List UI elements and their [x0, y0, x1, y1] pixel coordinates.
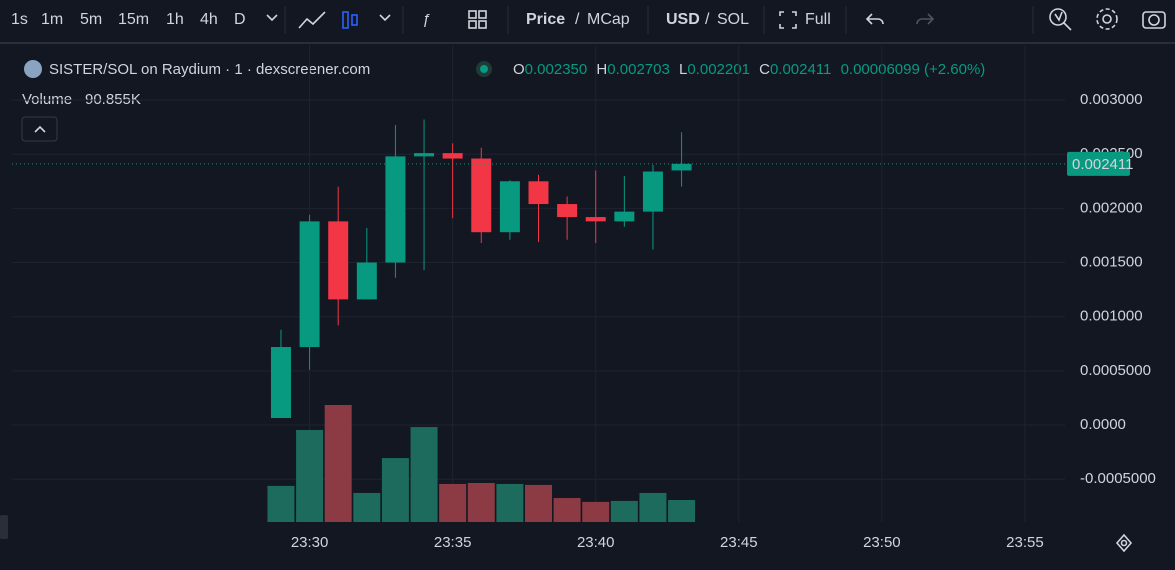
volume-bar	[381, 458, 409, 522]
high-key: H	[596, 61, 607, 78]
price-badge-label: 0.002411	[1072, 156, 1133, 173]
volume-bar	[353, 492, 381, 522]
volume-bar	[439, 483, 467, 522]
interval-button[interactable]: 4h	[200, 11, 218, 28]
candle-body	[585, 217, 606, 222]
candle-body	[471, 158, 492, 233]
close-value: 0.002411	[770, 61, 831, 78]
separator[interactable]: /	[705, 11, 710, 28]
y-tick-label: 0.001500	[1080, 254, 1143, 271]
low-key: L	[679, 61, 687, 78]
interval-button[interactable]: D	[234, 11, 246, 28]
interval-button[interactable]: 5m	[80, 11, 102, 28]
y-tick-label: 0.0000	[1080, 416, 1126, 433]
y-tick-label: 0.001000	[1080, 308, 1143, 325]
interval-button[interactable]: 1m	[41, 11, 63, 28]
mcap-toggle[interactable]: MCap	[587, 11, 630, 28]
zoom-button[interactable]	[1049, 8, 1072, 31]
high-value: 0.002703	[607, 61, 670, 78]
indicators-button[interactable]: ƒ	[422, 11, 430, 28]
candle-body	[528, 181, 549, 205]
legend-header: SISTER/SOL on Raydium · 1 · dexscreener.…	[21, 60, 985, 142]
x-tick-label: 23:35	[434, 534, 472, 551]
interval-button[interactable]: 1h	[166, 11, 184, 28]
fullscreen-icon	[779, 11, 797, 29]
candle-body	[614, 211, 635, 222]
collapse-icon	[34, 125, 46, 133]
y-tick-label: 0.002000	[1080, 199, 1143, 216]
separator[interactable]: /	[575, 11, 580, 28]
usd-toggle[interactable]: USD	[666, 11, 700, 28]
change-value: 0.00006099 (+2.60%)	[841, 61, 986, 78]
collapse-button[interactable]	[21, 116, 58, 142]
x-tick-label: 23:50	[863, 534, 901, 551]
price-badge	[1067, 151, 1130, 176]
side-tab[interactable]	[0, 515, 8, 539]
volume-bar	[553, 498, 581, 522]
volume-bar	[582, 501, 610, 522]
candle-body	[299, 221, 320, 348]
scale-settings[interactable]	[1115, 533, 1133, 553]
candle-body	[671, 163, 692, 171]
candle-body	[557, 204, 578, 218]
symbol-title: SISTER/SOL on Raydium · 1 · dexscreener.…	[49, 61, 370, 78]
volume-bar	[324, 405, 352, 522]
x-tick-label: 23:45	[720, 534, 758, 551]
interval-button[interactable]: 1s	[11, 11, 28, 28]
y-tick-label: -0.0005000	[1080, 470, 1156, 487]
volume-bar	[296, 429, 324, 522]
close-key: C	[759, 61, 770, 78]
volume-bar	[267, 485, 295, 522]
candle-body	[642, 171, 663, 212]
fullscreen-button[interactable]: Full	[805, 11, 831, 28]
volume-bar	[610, 500, 638, 522]
candle-body	[328, 221, 349, 300]
screenshot-button[interactable]	[1142, 11, 1166, 29]
candle-chart-button[interactable]	[342, 11, 358, 29]
volume-bar	[467, 483, 495, 522]
price-toggle[interactable]: Price	[526, 11, 565, 28]
templates-button[interactable]	[468, 10, 487, 29]
volume-bar	[639, 492, 667, 522]
candle-body	[499, 181, 520, 233]
volume-value: 90.855K	[85, 91, 141, 108]
line-chart-button[interactable]	[298, 11, 326, 29]
interval-menu[interactable]	[266, 14, 278, 22]
redo-button[interactable]	[916, 13, 935, 25]
y-tick-label: 0.0005000	[1080, 362, 1151, 379]
candle-body	[385, 156, 406, 263]
sol-toggle[interactable]: SOL	[717, 11, 749, 28]
x-tick-label: 23:30	[291, 534, 329, 551]
volume-bar	[668, 499, 696, 522]
toolbar: 1s 1m 5m 15m 1h 4h D Price / MCap USD / SOL Full	[11, 11, 831, 28]
volume-bar	[496, 483, 524, 522]
chart-type-menu[interactable]	[379, 14, 391, 22]
open-key: O	[513, 61, 525, 78]
candle-body	[356, 262, 377, 300]
visibility-dot	[480, 65, 488, 73]
undo-button[interactable]	[865, 13, 884, 25]
token-avatar	[24, 60, 42, 78]
y-tick-label: 0.003000	[1080, 91, 1143, 108]
x-tick-label: 23:40	[577, 534, 615, 551]
candle-body	[442, 153, 463, 159]
volume-bar	[525, 484, 552, 522]
plot	[267, 119, 696, 522]
x-tick-label: 23:55	[1006, 534, 1044, 551]
open-value: 0.002350	[525, 61, 588, 78]
candle-body	[270, 347, 291, 418]
toolbar-icons: ƒ	[266, 6, 1166, 34]
interval-button[interactable]: 15m	[118, 11, 149, 28]
volume-bar	[410, 427, 438, 522]
settings-button[interactable]	[1096, 8, 1118, 30]
volume-key: Volume	[22, 91, 72, 108]
candle-body	[414, 153, 435, 157]
ohlc-legend: O0.002350 H0.002703 L0.002201 C0.002411 …	[513, 61, 985, 78]
low-value: 0.002201	[687, 61, 750, 78]
